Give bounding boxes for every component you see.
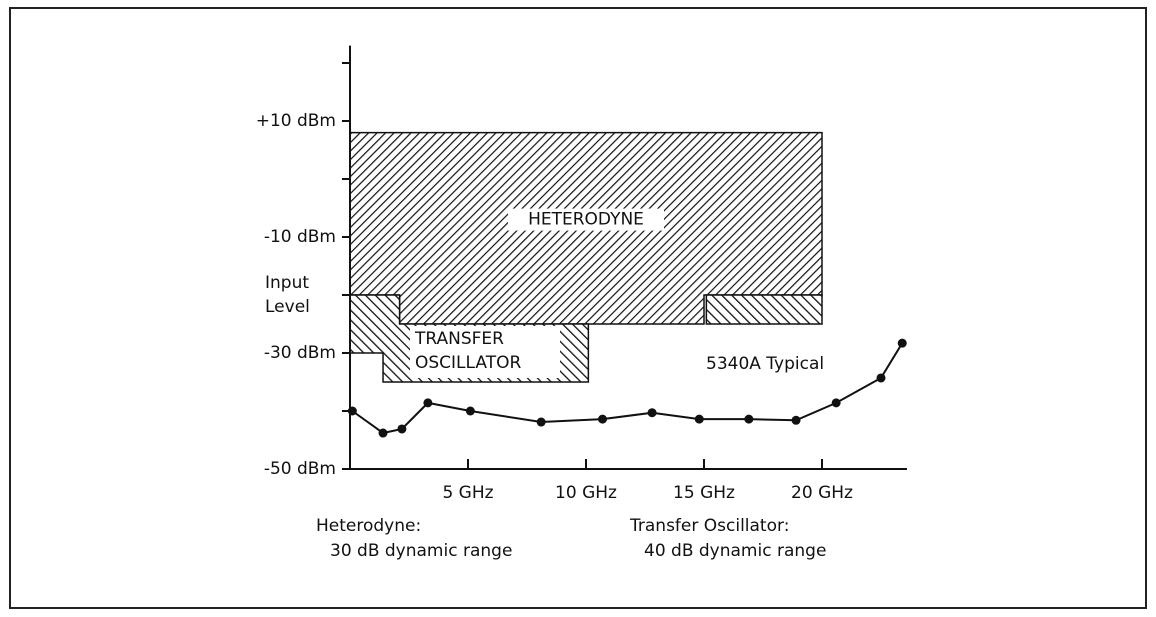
annotation: Heterodyne: — [316, 516, 421, 536]
label-bg — [410, 326, 560, 378]
y-tick-label: -10 dBm — [264, 227, 336, 247]
region-label: HETERODYNE — [528, 210, 644, 230]
x-tick-label: 15 GHz — [673, 483, 735, 503]
y-tick-label: +10 dBm — [256, 111, 336, 131]
series-line — [351, 342, 904, 435]
x-tick-label: 10 GHz — [555, 483, 617, 503]
series-point — [744, 414, 754, 424]
annotation: 40 dB dynamic range — [644, 541, 826, 561]
y-axis-label: Input — [265, 273, 309, 293]
x-tick-label: 20 GHz — [791, 483, 853, 503]
region-label: TRANSFER — [414, 329, 504, 349]
series-point — [536, 417, 546, 427]
series-point — [694, 414, 704, 424]
y-axis-label: Level — [265, 297, 310, 317]
series-point — [423, 398, 433, 408]
y-tick-label: -30 dBm — [264, 343, 336, 363]
annotation: 30 dB dynamic range — [330, 541, 512, 561]
label-bg — [508, 208, 664, 231]
series-point — [378, 428, 388, 438]
series-point — [647, 408, 657, 418]
series-point — [598, 414, 608, 424]
series-point — [397, 424, 407, 434]
series-point — [831, 398, 841, 408]
series-point — [897, 338, 907, 348]
region — [705, 294, 823, 325]
series-label: 5340A Typical — [706, 354, 824, 374]
region-label: OSCILLATOR — [415, 353, 521, 373]
annotation: Transfer Oscillator: — [629, 516, 789, 536]
series-point — [876, 373, 886, 383]
series-point — [791, 415, 801, 425]
x-tick-label: 5 GHz — [442, 483, 493, 503]
series-point — [465, 406, 475, 416]
y-tick-label: -50 dBm — [264, 459, 336, 479]
